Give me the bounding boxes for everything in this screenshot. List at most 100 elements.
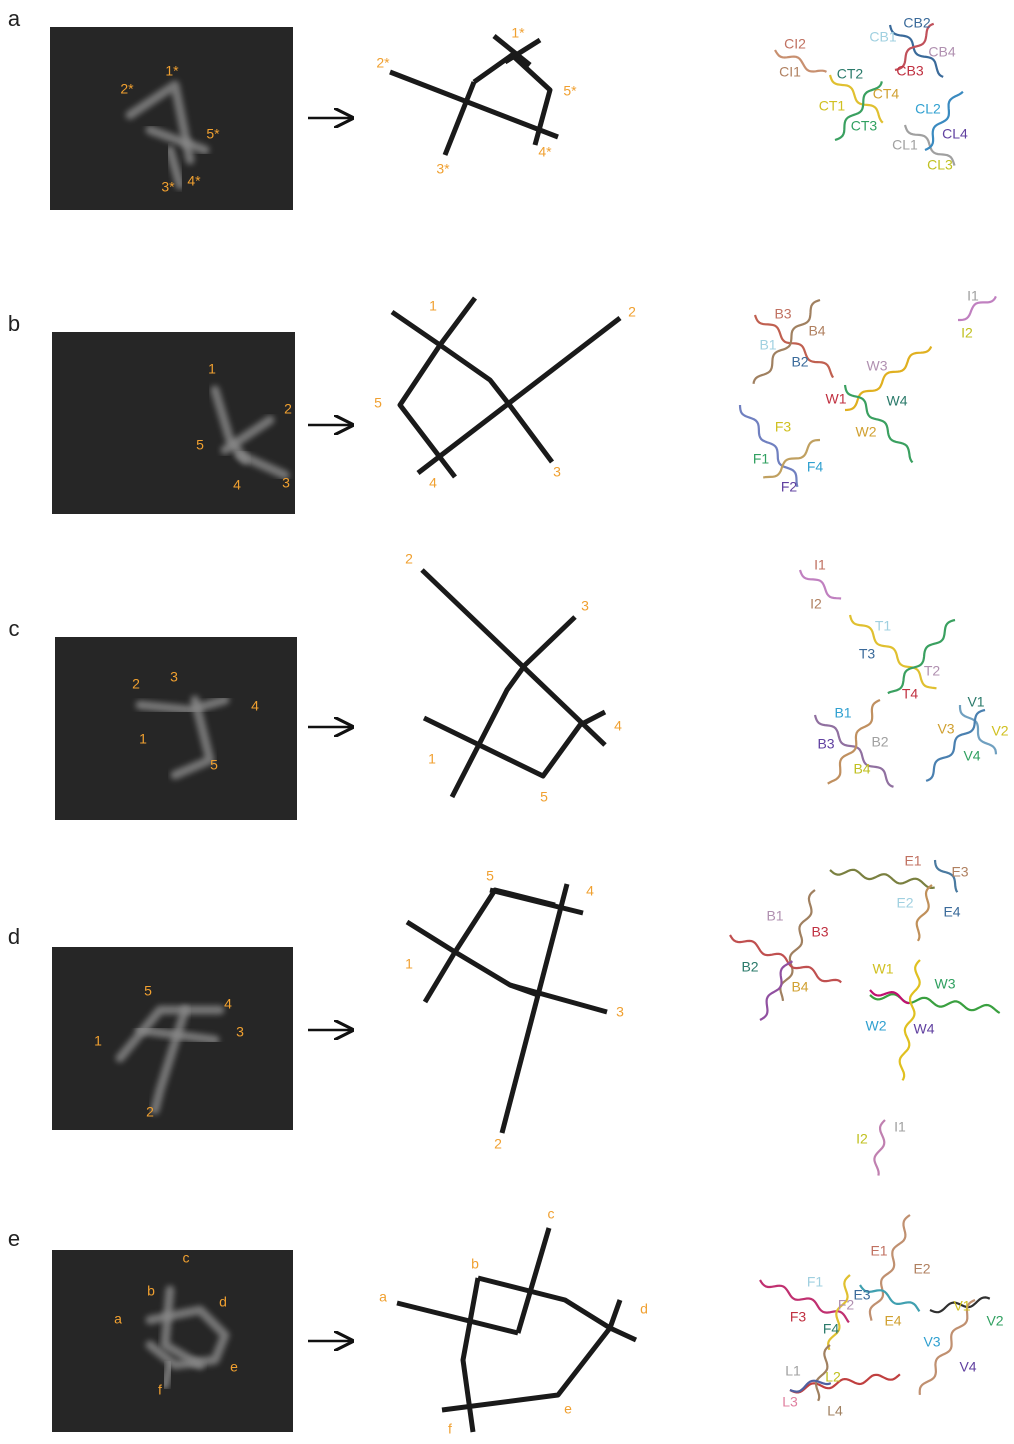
image-label: 5* bbox=[206, 126, 220, 142]
helix-label: CL1 bbox=[892, 137, 918, 153]
schematic-label: 5 bbox=[486, 868, 494, 884]
image-label: 3 bbox=[282, 475, 290, 491]
panel-letter: b bbox=[8, 311, 20, 336]
helix-label: B4 bbox=[808, 323, 825, 339]
image-label: 2 bbox=[132, 676, 140, 692]
schematic-label: 4 bbox=[586, 883, 594, 899]
helix-label: V2 bbox=[986, 1313, 1003, 1329]
helix-label: B4 bbox=[853, 761, 870, 777]
helix-label: V2 bbox=[991, 723, 1008, 739]
helix-label: B3 bbox=[817, 736, 834, 752]
panel-letter: c bbox=[9, 616, 20, 641]
image-label: e bbox=[230, 1359, 238, 1375]
schematic-label: 3 bbox=[616, 1004, 624, 1020]
helix-label: T1 bbox=[875, 618, 892, 634]
image-label: 1 bbox=[139, 731, 147, 747]
panel-letter: d bbox=[8, 924, 20, 949]
helix-label: B1 bbox=[834, 705, 851, 721]
schematic-label: 2 bbox=[628, 304, 636, 320]
panel: b1254312543B3B4B1B2W3W1W4W2F3F1F4F2I1I2 bbox=[8, 288, 996, 514]
helix bbox=[740, 405, 797, 487]
schematic-label: c bbox=[548, 1206, 555, 1222]
image-label: d bbox=[219, 1294, 227, 1310]
helix-label: L4 bbox=[827, 1403, 843, 1419]
helix bbox=[800, 570, 841, 599]
micrograph bbox=[55, 637, 297, 820]
image-label: 4 bbox=[233, 477, 241, 493]
helix-label: B2 bbox=[791, 354, 808, 370]
schematic-line bbox=[407, 922, 538, 995]
helix-label: F4 bbox=[807, 459, 824, 475]
helix-label: B2 bbox=[741, 959, 758, 975]
schematic-label: 4* bbox=[538, 144, 552, 160]
helix-label: I2 bbox=[961, 325, 973, 341]
helix-label: F3 bbox=[790, 1309, 807, 1325]
schematic-label: b bbox=[471, 1256, 479, 1272]
schematic-label: 5 bbox=[374, 395, 382, 411]
helix-label: T2 bbox=[924, 663, 941, 679]
image-label: 1* bbox=[165, 63, 179, 79]
helix-label: B1 bbox=[759, 337, 776, 353]
image-label: 5 bbox=[210, 757, 218, 773]
helix-label: V1 bbox=[953, 1298, 970, 1314]
helix-label: CT3 bbox=[851, 118, 878, 134]
image-label: 4 bbox=[251, 698, 259, 714]
helix-label: E3 bbox=[951, 864, 968, 880]
helix-label: W3 bbox=[935, 976, 956, 992]
helix-label: B3 bbox=[811, 924, 828, 940]
helix-label: B3 bbox=[774, 306, 791, 322]
helix bbox=[760, 961, 792, 1020]
schematic-label: e bbox=[564, 1401, 572, 1417]
schematic-line bbox=[452, 617, 575, 797]
image-label: 3 bbox=[236, 1024, 244, 1040]
image-label: 4 bbox=[224, 996, 232, 1012]
helix bbox=[870, 1215, 910, 1321]
helix-label: F3 bbox=[775, 419, 792, 435]
image-label: c bbox=[183, 1250, 190, 1266]
molecule-blur bbox=[165, 1365, 170, 1385]
figure: a2*1*5*3*4*2*1*5*3*4*CI2CI1CB1CB2CB4CB3C… bbox=[0, 0, 1014, 1439]
helix-label: CB1 bbox=[869, 29, 896, 45]
helix-label: CL2 bbox=[915, 101, 941, 117]
schematic-label: 3 bbox=[581, 598, 589, 614]
schematic-label: 1 bbox=[405, 956, 413, 972]
schematic-line bbox=[474, 55, 550, 145]
helix-label: E3 bbox=[853, 1287, 870, 1303]
helix-label: E2 bbox=[896, 895, 913, 911]
schematic-line bbox=[422, 570, 605, 745]
helix-label: F2 bbox=[781, 479, 798, 495]
schematic-label: 2* bbox=[376, 55, 390, 71]
schematic-line bbox=[518, 1228, 549, 1333]
helix-label: L1 bbox=[785, 1363, 801, 1379]
schematic-label: 2 bbox=[405, 551, 413, 567]
schematic-label: 3* bbox=[436, 161, 450, 177]
helix-label: W1 bbox=[826, 391, 847, 407]
panel: ecbdaefcbadefE1E2F1E3F2F3F4E4V1V2V3V4L1L… bbox=[8, 1206, 1004, 1437]
schematic-line bbox=[510, 985, 607, 1012]
helix-label: W4 bbox=[914, 1021, 935, 1037]
image-label: a bbox=[114, 1311, 122, 1327]
helix-label: E4 bbox=[884, 1313, 901, 1329]
schematic-label: d bbox=[640, 1301, 648, 1317]
helix-label: T4 bbox=[902, 686, 919, 702]
image-label: 3* bbox=[161, 179, 175, 195]
helix-label: L2 bbox=[825, 1369, 841, 1385]
helix bbox=[917, 885, 932, 941]
panel-letter: e bbox=[8, 1226, 20, 1251]
helix-label: F1 bbox=[807, 1274, 824, 1290]
helix-label: F4 bbox=[823, 1321, 840, 1337]
helix-label: B2 bbox=[871, 734, 888, 750]
micrograph bbox=[52, 1250, 293, 1432]
helix-label: E1 bbox=[870, 1243, 887, 1259]
helix-label: B1 bbox=[766, 908, 783, 924]
helix-label: CB4 bbox=[928, 44, 955, 60]
image-label: 1 bbox=[208, 361, 216, 377]
helix-label: V3 bbox=[937, 721, 954, 737]
helix-label: I2 bbox=[810, 596, 822, 612]
helix-label: W2 bbox=[866, 1018, 887, 1034]
helix-label: E1 bbox=[904, 853, 921, 869]
helix-label: V4 bbox=[959, 1359, 976, 1375]
helix-label: I1 bbox=[894, 1119, 906, 1135]
helix-label: E2 bbox=[913, 1261, 930, 1277]
schematic-label: 1 bbox=[428, 751, 436, 767]
